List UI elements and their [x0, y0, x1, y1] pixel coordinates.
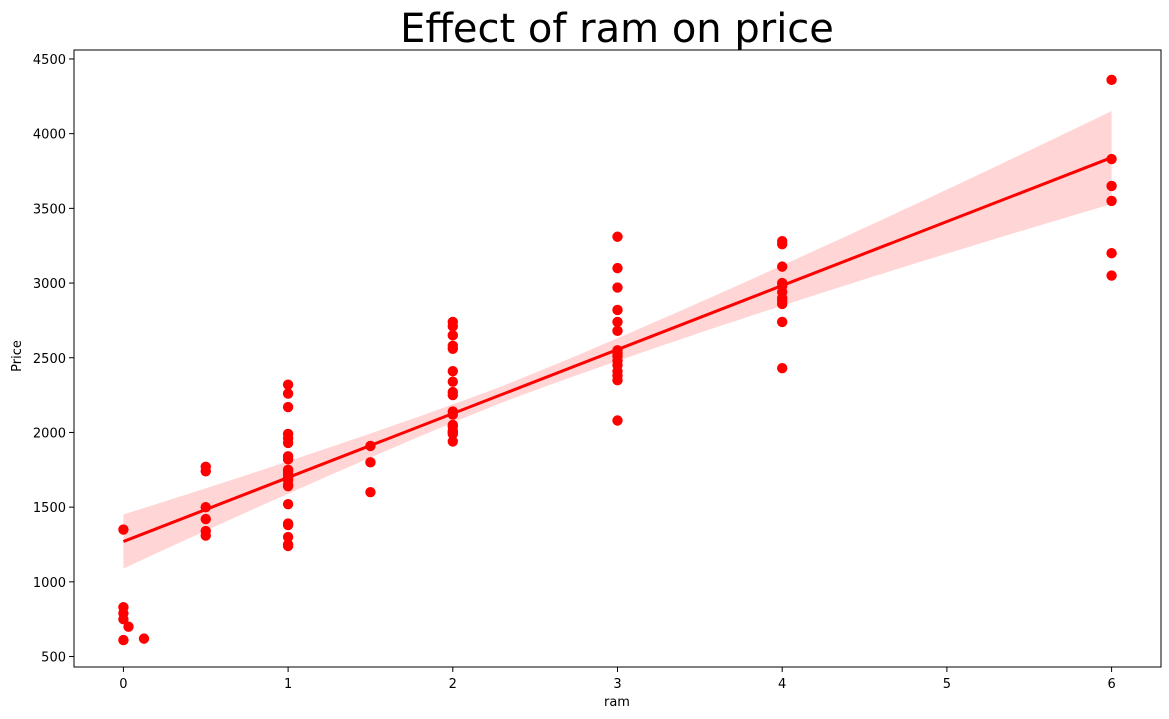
x-tick-label: 2: [449, 677, 457, 692]
y-axis-label: Price: [10, 340, 25, 372]
data-point: [447, 389, 459, 401]
y-tick-label: 4000: [33, 128, 66, 143]
x-tick-label: 4: [778, 677, 786, 692]
data-point: [776, 316, 788, 328]
x-axis: 0 1 2 3 4 5 6: [119, 667, 1116, 692]
y-tick-label: 1000: [33, 576, 66, 591]
data-point: [1106, 74, 1117, 86]
data-point: [282, 481, 294, 492]
confidence-band: [123, 111, 1112, 569]
regression-line: [122, 156, 1113, 543]
data-point: [200, 530, 211, 541]
data-point: [118, 634, 129, 646]
data-point: [447, 365, 459, 377]
data-point: [118, 524, 129, 535]
x-tick-label: 6: [1107, 677, 1115, 692]
data-point: [612, 304, 623, 316]
data-point: [282, 401, 294, 413]
data-point: [447, 330, 459, 341]
x-tick-label: 5: [943, 677, 951, 692]
data-point: [612, 374, 623, 386]
y-tick-label: 3500: [33, 202, 66, 217]
data-point: [612, 231, 623, 242]
data-point: [200, 513, 211, 525]
x-axis-label: ram: [604, 695, 630, 710]
data-point: [282, 531, 294, 543]
data-point: [447, 321, 459, 332]
data-point: [1106, 180, 1117, 192]
data-point: [776, 298, 788, 310]
data-point: [612, 415, 623, 426]
data-point: [365, 457, 376, 468]
data-point: [282, 437, 294, 449]
data-point: [447, 425, 459, 437]
data-point: [447, 436, 459, 447]
y-axis: 500 1000 1500 2000 2500 3000 3500 4000 4500: [33, 53, 74, 666]
data-point: [1106, 270, 1117, 281]
y-tick-label: 2500: [33, 352, 66, 367]
x-tick-label: 3: [613, 677, 621, 692]
data-point: [282, 466, 294, 477]
plot-area: [118, 74, 1117, 646]
y-tick-label: 1500: [33, 501, 66, 516]
x-tick-label: 0: [119, 677, 127, 692]
data-point: [1106, 195, 1117, 207]
data-point: [282, 519, 294, 531]
data-point: [612, 316, 623, 328]
y-tick-label: 3000: [33, 277, 66, 292]
data-point: [776, 363, 788, 374]
data-point: [776, 239, 788, 250]
data-point: [447, 343, 459, 354]
y-tick-label: 4500: [33, 53, 66, 68]
data-point: [612, 262, 623, 274]
data-point: [200, 466, 211, 477]
data-point: [282, 498, 294, 510]
data-point: [282, 540, 294, 552]
data-point: [612, 325, 623, 337]
data-point: [118, 613, 129, 625]
chart-title: Effect of ram on price: [400, 6, 834, 52]
data-point: [138, 633, 150, 644]
data-point: [282, 454, 294, 465]
data-point: [282, 388, 294, 399]
data-point: [447, 376, 459, 387]
data-point: [1106, 247, 1117, 259]
y-tick-label: 500: [41, 651, 66, 666]
data-point: [612, 282, 623, 293]
data-point: [776, 261, 788, 272]
data-point: [123, 621, 134, 632]
x-tick-label: 1: [284, 677, 292, 692]
y-tick-label: 2000: [33, 426, 66, 441]
data-point: [282, 379, 294, 390]
data-point: [365, 487, 376, 498]
